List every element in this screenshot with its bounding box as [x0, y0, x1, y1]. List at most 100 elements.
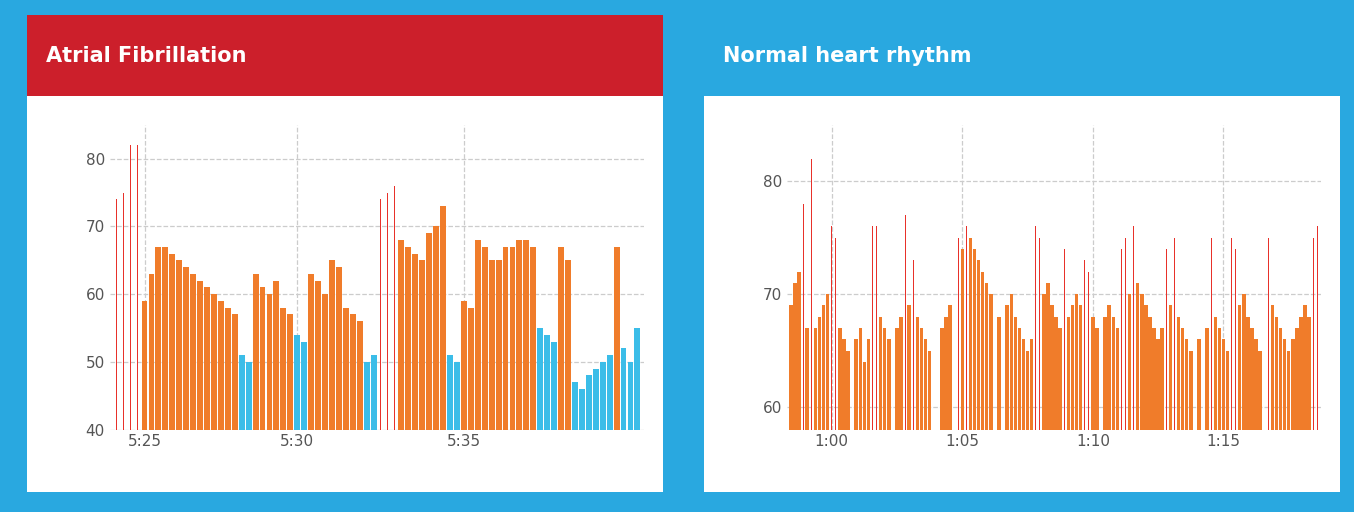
Bar	[1270, 306, 1274, 430]
Bar	[887, 339, 891, 430]
Bar	[862, 362, 867, 430]
Bar	[190, 274, 196, 430]
Bar	[854, 339, 858, 430]
Bar	[789, 306, 792, 430]
Bar	[1189, 351, 1193, 430]
Bar	[944, 317, 948, 430]
Bar	[1144, 306, 1148, 430]
Bar	[1292, 339, 1294, 430]
Bar	[447, 355, 454, 430]
Bar	[1205, 328, 1209, 430]
Bar	[475, 240, 481, 430]
Bar	[1140, 294, 1144, 430]
Bar	[968, 238, 972, 430]
Bar	[204, 287, 210, 430]
Bar	[253, 274, 259, 430]
Bar	[1278, 328, 1282, 430]
Bar	[580, 389, 585, 430]
Text: Normal heart rhythm: Normal heart rhythm	[723, 46, 972, 66]
Bar	[806, 328, 808, 430]
Bar	[260, 287, 265, 430]
Bar	[1197, 339, 1201, 430]
Bar	[1308, 317, 1311, 430]
Bar	[371, 355, 376, 430]
Bar	[225, 308, 230, 430]
Bar	[620, 348, 627, 430]
Bar	[565, 260, 571, 430]
Bar	[1274, 317, 1278, 430]
Bar	[1010, 294, 1013, 430]
Bar	[538, 328, 543, 430]
Bar	[516, 240, 523, 430]
Bar	[883, 328, 887, 430]
Bar	[980, 271, 984, 430]
Bar	[972, 249, 976, 430]
Bar	[489, 260, 494, 430]
Bar	[1156, 339, 1160, 430]
Bar	[1177, 317, 1181, 430]
Bar	[899, 317, 903, 430]
Bar	[1304, 306, 1307, 430]
Bar	[1152, 328, 1156, 430]
Bar	[1059, 328, 1062, 430]
Bar	[1091, 317, 1094, 430]
Bar	[1043, 294, 1045, 430]
Bar	[1116, 328, 1118, 430]
Bar	[1128, 294, 1132, 430]
Bar	[1104, 317, 1106, 430]
Bar	[274, 281, 279, 430]
Bar	[915, 317, 919, 430]
Bar	[343, 308, 349, 430]
Bar	[287, 314, 294, 430]
Bar	[1221, 339, 1225, 430]
Bar	[1282, 339, 1286, 430]
Bar	[531, 247, 536, 430]
Bar	[496, 260, 501, 430]
Bar	[1067, 317, 1070, 430]
Bar	[895, 328, 899, 430]
Bar	[798, 271, 800, 430]
Bar	[919, 328, 923, 430]
Bar	[558, 247, 565, 430]
Bar	[593, 369, 598, 430]
Bar	[349, 314, 356, 430]
Bar	[1075, 294, 1078, 430]
Bar	[1148, 317, 1152, 430]
Bar	[998, 317, 1001, 430]
Bar	[976, 260, 980, 430]
Bar	[405, 247, 412, 430]
Bar	[927, 351, 932, 430]
Bar	[1018, 328, 1021, 430]
Bar	[1238, 306, 1242, 430]
Bar	[1250, 328, 1254, 430]
Bar	[1225, 351, 1229, 430]
Bar	[627, 362, 634, 430]
Bar	[427, 233, 432, 430]
Bar	[198, 281, 203, 430]
Bar	[238, 355, 245, 430]
Bar	[169, 253, 175, 430]
Bar	[267, 294, 272, 430]
Bar	[635, 328, 640, 430]
Bar	[1296, 328, 1298, 430]
Bar	[1095, 328, 1098, 430]
Bar	[1136, 283, 1140, 430]
Bar	[245, 362, 252, 430]
Bar	[357, 321, 363, 430]
Bar	[1022, 339, 1025, 430]
Bar	[509, 247, 516, 430]
Bar	[1246, 317, 1250, 430]
Bar	[301, 342, 307, 430]
Bar	[1006, 306, 1009, 430]
Bar	[842, 339, 846, 430]
Bar	[440, 206, 445, 430]
Bar	[280, 308, 286, 430]
Bar	[183, 267, 190, 430]
Bar	[858, 328, 862, 430]
Bar	[176, 260, 183, 430]
Bar	[1288, 351, 1290, 430]
Bar	[232, 314, 238, 430]
Bar	[814, 328, 816, 430]
Bar	[322, 294, 328, 430]
Bar	[162, 247, 168, 430]
